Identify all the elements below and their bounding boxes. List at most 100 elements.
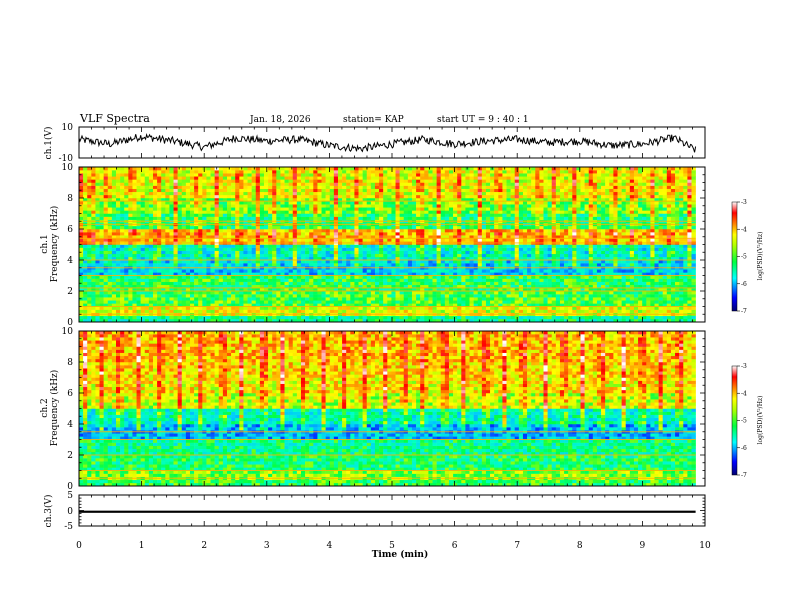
ch1-spectrogram-cell (161, 250, 166, 255)
ch1-spectrogram-cell (222, 179, 228, 183)
ch1-spectrogram-cell (420, 272, 425, 276)
ch1-spectrogram-cell (432, 207, 437, 211)
ch1-spectrogram-cell (292, 315, 298, 320)
ch1-spectrogram-cell (305, 250, 310, 255)
ch1-spectrogram-cell (457, 309, 462, 313)
ch1-spectrogram-cell (222, 284, 228, 289)
ch1-spectrogram-cell (346, 306, 351, 310)
ch1-spectrogram-cell (83, 229, 88, 233)
ch1-spectrogram-cell (321, 229, 326, 233)
ch1-spectrogram-cell (465, 216, 470, 220)
ch1-spectrogram-cell (432, 232, 437, 236)
ch1-spectrogram-cell (362, 179, 367, 183)
ch1-spectrogram-cell (350, 250, 355, 255)
ch1-spectrogram-cell (99, 210, 104, 214)
ch1-spectrogram-cell (284, 201, 289, 205)
ch1-spectrogram-cell (132, 253, 137, 258)
ch1-spectrogram-cell (255, 185, 261, 189)
ch1-spectrogram-cell (218, 213, 224, 217)
ch1-spectrogram-cell (124, 213, 129, 217)
ch1-spectrogram-cell (218, 253, 224, 258)
ch1-spectrogram-cell (235, 253, 240, 258)
ch1-spectrogram-cell (354, 297, 359, 301)
ch1-spectrogram-cell (181, 315, 187, 320)
ch1-spectrogram-cell (165, 213, 170, 217)
ch1-spectrogram-cell (157, 238, 162, 242)
ch1-spectrogram-cell (218, 188, 224, 193)
ch1-spectrogram-cell (325, 247, 330, 251)
ch1-spectrogram-cell (111, 179, 117, 183)
ch1-spectrogram-cell (379, 247, 384, 251)
ch1-spectrogram-cell (292, 232, 298, 236)
ch1-spectrogram-cell (161, 191, 166, 196)
ch1-spectrogram-cell (132, 232, 137, 236)
ch1-spectrogram-cell (305, 170, 310, 174)
ch1-spectrogram-cell (198, 173, 203, 177)
ch1-spectrogram-cell (362, 216, 367, 220)
ch1-spectrogram-cell (465, 303, 470, 307)
ch1-spectrogram-cell (148, 225, 154, 230)
ch1-spectrogram-cell (169, 281, 174, 286)
ch1-spectrogram-cell (370, 170, 376, 174)
ch1-spectrogram-cell (329, 229, 335, 233)
ch1-spectrogram-cell (235, 260, 240, 264)
ch1-spectrogram-cell (79, 309, 84, 313)
ch1-spectrogram-cell (424, 244, 429, 248)
ch1-spectrogram-cell (469, 194, 474, 199)
ch1-spectrogram-cell (247, 201, 252, 205)
ch1-spectrogram-cell (251, 232, 257, 236)
ch1-spectrogram-cell (231, 210, 236, 214)
ch1-spectrogram-cell (148, 229, 154, 233)
ch1-spectrogram-cell (387, 318, 392, 323)
ch1-spectrogram-cell (161, 294, 166, 298)
ch1-spectrogram-cell (169, 275, 174, 279)
ch1-spectrogram-cell (99, 170, 104, 174)
ch1-spectrogram-cell (469, 260, 474, 264)
ch1-spectrogram-cell (321, 216, 326, 220)
ch1-spectrogram-cell (194, 216, 199, 220)
ch1-spectrogram-cell (120, 275, 125, 279)
ch1-spectrogram-cell (416, 278, 421, 282)
ch1-spectrogram-cell (424, 300, 429, 304)
ch1-spectrogram-cell (292, 198, 298, 202)
ch1-spectrogram-cell (477, 278, 483, 282)
ch1-spectrogram-cell (329, 269, 335, 273)
ch1-spectrogram-cell (124, 225, 129, 230)
ch1-spectrogram-cell (300, 194, 306, 199)
ch1-spectrogram-cell (448, 309, 454, 313)
ch1-spectrogram-cell (300, 256, 306, 261)
ch1-spectrogram-cell (411, 250, 417, 255)
ch1-spectrogram-cell (239, 232, 244, 236)
ch1-spectrogram-cell (420, 167, 425, 171)
ch1-spectrogram-cell (333, 303, 339, 307)
ch1-spectrogram-cell (354, 291, 359, 295)
ch1-spectrogram-cell (317, 263, 322, 267)
ch1-spectrogram-cell (161, 287, 166, 292)
ch1-spectrogram-cell (198, 229, 203, 233)
ch1-spectrogram-cell (259, 303, 265, 307)
ch1-spectrogram-cell (358, 306, 363, 310)
ch1-spectrogram-cell (120, 188, 125, 193)
ch1-spectrogram-cell (235, 173, 240, 177)
ch1-spectrogram-cell (177, 275, 183, 279)
ch1-spectrogram-cell (407, 235, 413, 239)
ch1-spectrogram-cell (333, 213, 339, 217)
ch1-spectrogram-cell (128, 263, 133, 267)
ch1-spectrogram-cell (116, 238, 121, 242)
ch1-spectrogram-cell (103, 263, 109, 267)
ch1-spectrogram-cell (321, 284, 326, 289)
ch1-spectrogram-cell (177, 213, 183, 217)
ch1-spectrogram-cell (202, 194, 207, 199)
ch1-spectrogram-cell (116, 253, 121, 258)
ch1-spectrogram-cell (292, 213, 298, 217)
ch1-spectrogram-cell (95, 238, 100, 242)
ch1-spectrogram-cell (276, 287, 281, 292)
ch1-spectrogram-cell (292, 291, 298, 295)
ch1-spectrogram-cell (198, 170, 203, 174)
ch1-spectrogram-cell (342, 250, 347, 255)
ch1-spectrogram-cell (202, 229, 207, 233)
ch1-spectrogram-cell (251, 185, 257, 189)
ch1-spectrogram-cell (173, 253, 178, 258)
ch1-spectrogram-cell (185, 244, 191, 248)
ch1-spectrogram-cell (111, 185, 117, 189)
